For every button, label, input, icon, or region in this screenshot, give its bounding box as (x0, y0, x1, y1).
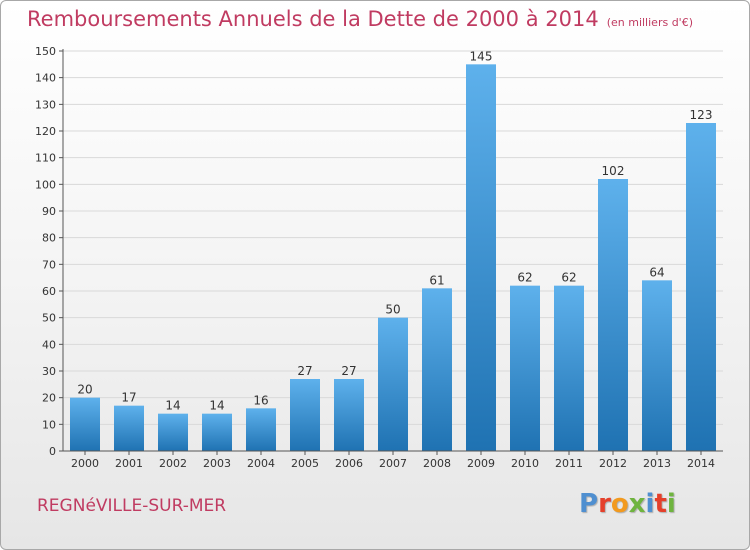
logo-letter: o (610, 489, 629, 519)
y-tick-label: 10 (42, 418, 56, 431)
x-tick-label: 2011 (555, 457, 583, 470)
bar (686, 123, 716, 451)
bars-group: 20 17 14 14 16 27 27 50 61 145 62 62 102 64 123 (70, 49, 716, 452)
chart-subtitle: (en milliers d'€) (606, 16, 693, 29)
y-tick-label: 100 (35, 178, 56, 191)
axes-group: 0 10 20 30 40 50 60 70 80 90 100 110 120 130 140 150 200… (35, 45, 723, 470)
x-tick-label: 2005 (291, 457, 319, 470)
x-tick-label: 2010 (511, 457, 539, 470)
bar (246, 408, 276, 451)
x-tick-label: 2013 (643, 457, 671, 470)
y-tick-label: 90 (42, 205, 56, 218)
x-tick-label: 2001 (115, 457, 143, 470)
bar (334, 379, 364, 451)
y-tick-label: 80 (42, 232, 56, 245)
logo-letter: r (598, 489, 611, 519)
x-tick-label: 2002 (159, 457, 187, 470)
x-tick-label: 2009 (467, 457, 495, 470)
bar (642, 280, 672, 451)
y-tick-label: 60 (42, 285, 56, 298)
bar (554, 285, 584, 451)
y-tick-label: 140 (35, 72, 56, 85)
chart-title: Remboursements Annuels de la Dette de 20… (27, 7, 693, 31)
y-tick-label: 130 (35, 98, 56, 111)
x-tick-label: 2004 (247, 457, 275, 470)
data-label: 14 (165, 399, 180, 413)
bar (290, 379, 320, 451)
x-tick-label: 2006 (335, 457, 363, 470)
data-label: 27 (341, 364, 356, 378)
bar (70, 397, 100, 451)
logo-letter: i (645, 489, 655, 519)
y-tick-label: 150 (35, 45, 56, 58)
logo-letter: t (654, 489, 667, 519)
y-tick-label: 0 (49, 445, 56, 458)
bar (378, 317, 408, 451)
logo-letter: P (579, 489, 599, 519)
x-tick-label: 2003 (203, 457, 231, 470)
bar (114, 405, 144, 451)
x-tick-label: 2007 (379, 457, 407, 470)
y-tick-label: 20 (42, 392, 56, 405)
y-tick-label: 120 (35, 125, 56, 138)
data-label: 20 (77, 383, 92, 397)
logo-letter: i (666, 489, 676, 519)
x-tick-label: 2012 (599, 457, 627, 470)
data-label: 102 (602, 164, 625, 178)
y-tick-label: 30 (42, 365, 56, 378)
data-label: 62 (517, 271, 532, 285)
bar (202, 413, 232, 451)
proxiti-logo: Proxiti (579, 489, 676, 519)
data-label: 64 (649, 265, 664, 279)
bar (422, 288, 452, 451)
data-label: 16 (253, 393, 268, 407)
bar (598, 179, 628, 451)
chart-title-text: Remboursements Annuels de la Dette de 20… (27, 7, 599, 31)
commune-name: REGNéVILLE-SUR-MER (37, 496, 227, 516)
logo-letter: x (628, 489, 646, 519)
data-label: 62 (561, 271, 576, 285)
y-tick-label: 110 (35, 152, 56, 165)
x-tick-label: 2000 (71, 457, 99, 470)
y-tick-label: 50 (42, 312, 56, 325)
bar (158, 413, 188, 451)
data-label: 123 (690, 108, 713, 122)
bar (466, 64, 496, 452)
y-tick-label: 70 (42, 258, 56, 271)
data-label: 27 (297, 364, 312, 378)
data-label: 14 (209, 399, 224, 413)
data-label: 61 (429, 273, 444, 287)
data-label: 17 (121, 391, 136, 405)
data-label: 50 (385, 303, 400, 317)
x-tick-label: 2014 (687, 457, 715, 470)
y-tick-label: 40 (42, 338, 56, 351)
bar (510, 285, 540, 451)
data-label: 145 (470, 49, 493, 63)
x-tick-label: 2008 (423, 457, 451, 470)
